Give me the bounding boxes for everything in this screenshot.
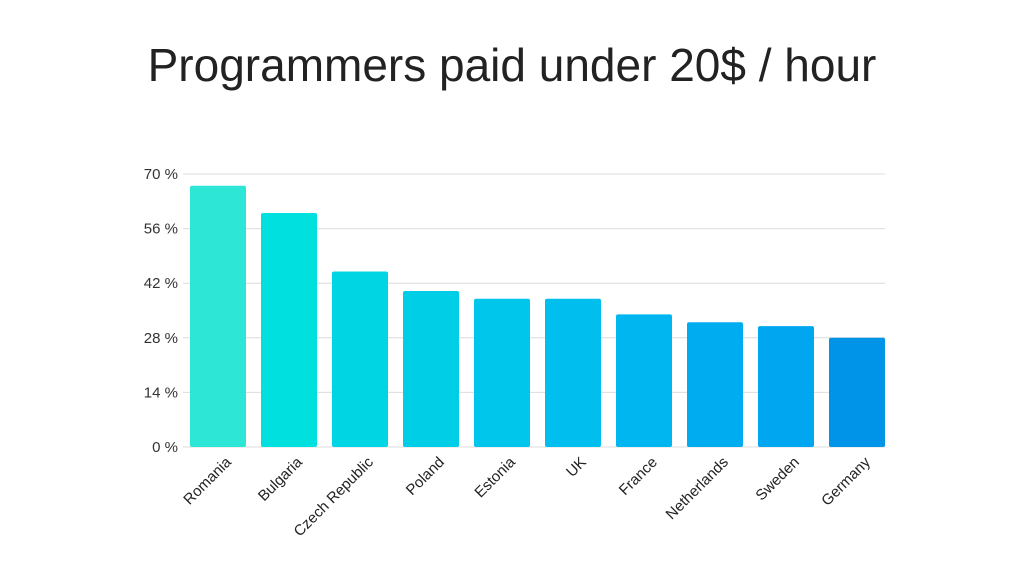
bar xyxy=(190,185,246,447)
bar xyxy=(758,326,814,447)
y-tick-label: 42 % xyxy=(144,275,178,292)
bar xyxy=(829,337,885,447)
bar xyxy=(332,271,388,447)
y-tick-label: 28 % xyxy=(144,330,178,347)
y-tick-label: 56 % xyxy=(144,221,178,238)
x-tick-label: Sweden xyxy=(752,454,802,504)
bar xyxy=(261,213,317,447)
bar xyxy=(403,291,459,447)
y-tick-label: 0 % xyxy=(152,439,178,456)
x-tick-label: UK xyxy=(563,454,590,481)
x-tick-label: Romania xyxy=(180,453,235,508)
x-tick-label: Germany xyxy=(818,453,874,509)
bar xyxy=(687,322,743,447)
y-tick-label: 70 % xyxy=(144,166,178,183)
x-tick-label: Poland xyxy=(403,454,448,499)
bars xyxy=(190,185,885,447)
bar xyxy=(474,298,530,447)
x-tick-label: France xyxy=(616,454,661,499)
bar xyxy=(545,298,601,447)
chart-title: Programmers paid under 20$ / hour xyxy=(147,39,877,91)
bar xyxy=(616,314,672,447)
x-tick-label: Estonia xyxy=(471,453,519,501)
y-tick-label: 14 % xyxy=(144,384,178,401)
x-tick-label: Bulgaria xyxy=(255,453,306,504)
x-tick-label: Netherlands xyxy=(663,454,732,523)
y-axis-ticks: 0 % 14 % 28 % 42 % 56 % 70 % xyxy=(144,166,178,456)
